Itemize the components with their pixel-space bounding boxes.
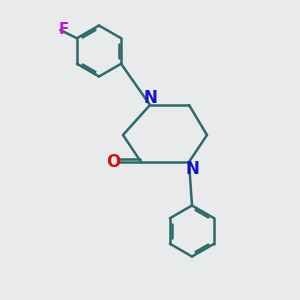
Text: N: N — [143, 89, 157, 107]
Text: O: O — [106, 153, 120, 171]
Text: N: N — [186, 160, 200, 178]
Text: F: F — [59, 22, 69, 38]
